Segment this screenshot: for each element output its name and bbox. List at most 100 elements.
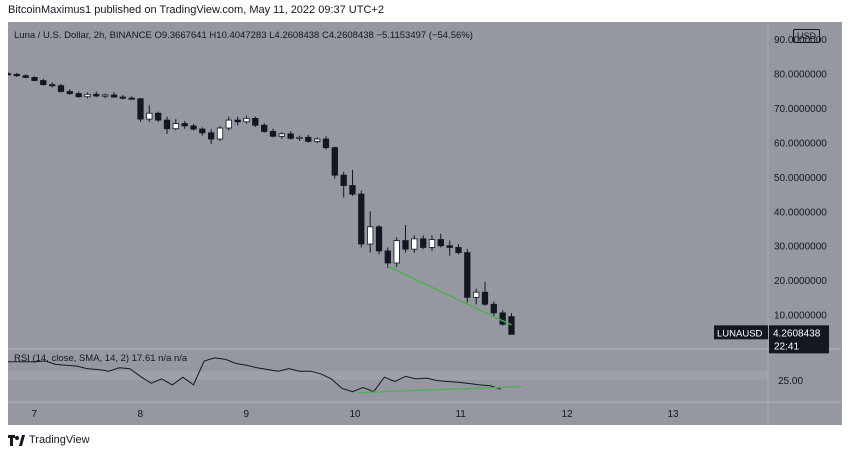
candle-body[interactable] [8, 73, 12, 76]
low-label: L [269, 30, 275, 41]
candle-body[interactable] [322, 138, 330, 149]
rsi-line [8, 357, 502, 393]
change-value: −5.1153497 (−54.56%) [376, 30, 473, 41]
brand-label[interactable]: TradingView [29, 434, 90, 446]
high-label: H [209, 30, 217, 41]
price-tag-bg [769, 325, 829, 354]
low-value: 4.2608438 [274, 30, 320, 41]
candle-body[interactable] [261, 124, 268, 132]
tradingview-logo-icon [8, 434, 25, 446]
candle-body[interactable] [190, 125, 197, 130]
candle-body[interactable] [22, 75, 29, 78]
price-tick-label: 10.0000000 [774, 311, 827, 322]
candle-body[interactable] [428, 239, 436, 248]
candle-body[interactable] [499, 312, 506, 325]
candle-body[interactable] [66, 91, 73, 94]
price-tick-label: 90.0000000 [774, 35, 827, 46]
rsi-tick-label: 25.00 [778, 376, 803, 387]
candle-body[interactable] [49, 84, 56, 87]
candle-body[interactable] [314, 138, 321, 142]
candle-body[interactable] [172, 123, 179, 130]
candle-body[interactable] [137, 98, 144, 120]
candle-body[interactable] [473, 291, 480, 298]
candle-body[interactable] [128, 97, 135, 100]
price-tick-label: 50.0000000 [774, 173, 827, 184]
currency-badge[interactable]: USD [793, 29, 821, 43]
price-tick-label: 70.0000000 [774, 104, 827, 115]
candle-body[interactable] [464, 252, 471, 298]
publish-header: BitcoinMaximus1 published on TradingView… [8, 4, 384, 16]
price-trendline[interactable] [387, 265, 512, 326]
candle-body[interactable] [331, 147, 338, 176]
candle-body[interactable] [490, 303, 497, 314]
price-tick-label: 30.0000000 [774, 242, 827, 253]
candle-body[interactable] [420, 238, 427, 248]
candle-body[interactable] [40, 80, 47, 86]
candle-body[interactable] [296, 136, 303, 139]
price-tick-label: 60.0000000 [774, 138, 827, 149]
candle-body[interactable] [93, 93, 100, 97]
candle-body[interactable] [199, 128, 206, 134]
candle-body[interactable] [375, 226, 383, 252]
price-tick-label: 80.0000000 [774, 70, 827, 81]
high-value: 10.4047283 [216, 30, 267, 41]
time-tick-label: 9 [243, 409, 249, 420]
candle-body[interactable] [393, 240, 400, 264]
candle-body[interactable] [269, 131, 277, 137]
candle-body[interactable] [163, 119, 171, 130]
last-price-label: 4.2608438 [773, 328, 821, 339]
candle-body[interactable] [508, 316, 515, 335]
candle-body[interactable] [358, 193, 365, 245]
candle-body[interactable] [437, 239, 444, 247]
price-tick-label: 40.0000000 [774, 207, 827, 218]
candle-body[interactable] [402, 240, 409, 250]
candle-body[interactable] [278, 133, 285, 137]
close-label: C [321, 30, 329, 41]
symbol-description[interactable]: Luna / U.S. Dollar, 2h, BINANCE [14, 30, 152, 41]
candle-body[interactable] [384, 250, 391, 264]
candle-body[interactable] [75, 93, 82, 98]
candle-body[interactable] [146, 112, 153, 120]
candle-body[interactable] [349, 185, 356, 195]
close-value: 4.2608438 [328, 30, 374, 41]
candle-body[interactable] [411, 238, 418, 250]
candle-body[interactable] [119, 96, 126, 99]
symbol-tag: LUNAUSD [717, 328, 763, 339]
chart-canvas[interactable]: 10.0000000 20.0000000 30.0000000 40.0000000… [8, 22, 842, 425]
time-tick-label: 12 [561, 409, 573, 420]
candle-body[interactable] [252, 117, 259, 126]
chart-frame[interactable]: 10.0000000 20.0000000 30.0000000 40.0000000… [8, 22, 842, 425]
candle-body[interactable] [367, 226, 374, 245]
candle-body[interactable] [181, 123, 188, 127]
candle-body[interactable] [243, 117, 250, 123]
time-tick-label: 11 [455, 409, 466, 420]
price-tick-label: 20.0000000 [774, 276, 827, 287]
candle-body[interactable] [446, 245, 453, 248]
candle-body[interactable] [208, 132, 215, 140]
candle-body[interactable] [31, 77, 38, 81]
time-tick-label: 10 [349, 409, 361, 420]
footer-brand: TradingView [8, 434, 90, 446]
candle-body[interactable] [287, 133, 294, 139]
candle-body[interactable] [102, 94, 109, 97]
candle-body[interactable] [305, 136, 312, 142]
candle-body[interactable] [340, 174, 347, 186]
symbol-legend: Luna / U.S. Dollar, 2h, BINANCE O9.36676… [14, 30, 473, 41]
candle-body[interactable] [216, 127, 224, 140]
open-label: O [154, 30, 162, 41]
candle-body[interactable] [110, 94, 118, 98]
candle-body[interactable] [57, 85, 65, 92]
open-value: 9.3667641 [161, 30, 207, 41]
publisher-name[interactable]: BitcoinMaximus1 [8, 4, 92, 16]
candle-body[interactable] [13, 73, 20, 77]
rsi-trendline[interactable] [357, 386, 523, 394]
candle-body[interactable] [455, 247, 462, 254]
time-tick-label: 13 [667, 409, 679, 420]
candle-body[interactable] [84, 93, 91, 98]
candle-body[interactable] [225, 119, 232, 129]
candle-body[interactable] [481, 291, 489, 305]
candle-body[interactable] [155, 112, 162, 121]
candle-body[interactable] [234, 119, 241, 123]
time-tick-label: 7 [31, 409, 37, 420]
rsi-legend: RSI (14, close, SMA, 14, 2) 17.61 n/a n/… [14, 353, 188, 364]
